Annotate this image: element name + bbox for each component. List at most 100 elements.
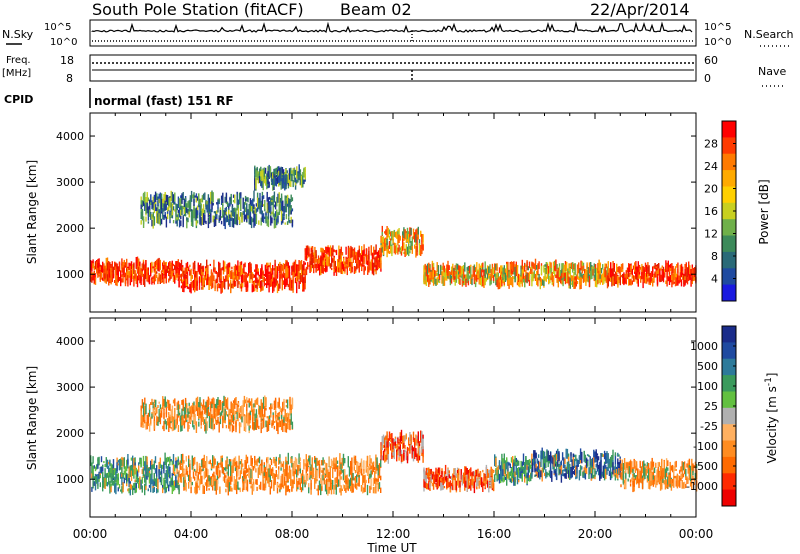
velocity-scatter-cell xyxy=(169,456,171,464)
velocity-scatter-cell xyxy=(183,460,185,464)
power-scatter-cell xyxy=(429,270,431,279)
power-scatter-cell xyxy=(269,262,271,270)
velocity-scatter-cell xyxy=(466,468,468,475)
power-scatter-cell xyxy=(317,259,320,271)
power-scatter-cell xyxy=(271,217,273,224)
power-scatter-cell xyxy=(676,277,678,286)
velocity-scatter-cell xyxy=(512,469,514,479)
velocity-scatter-cell xyxy=(422,437,424,450)
velocity-scatter-cell xyxy=(134,462,136,475)
power-scatter-cell xyxy=(396,245,398,253)
power-scatter-cell xyxy=(515,265,517,277)
velocity-scatter-cell xyxy=(426,470,429,473)
power-scatter-cell xyxy=(179,274,181,278)
power-scatter-cell xyxy=(399,235,401,241)
power-scatter-cell xyxy=(136,266,139,272)
power-scatter-cell xyxy=(594,264,597,272)
power-scatter-cell xyxy=(269,279,271,287)
power-scatter-cell xyxy=(285,174,287,186)
power-scatter-cell xyxy=(297,277,299,282)
velocity-scatter-cell xyxy=(465,476,467,482)
velocity-scatter-cell xyxy=(225,481,227,487)
velocity-scatter-cell xyxy=(257,458,259,463)
power-scatter-cell xyxy=(245,274,247,283)
power-scatter-cell xyxy=(157,205,159,214)
velocity-scatter-cell xyxy=(321,474,323,487)
power-scatter-cell xyxy=(533,263,535,270)
power-scatter-cell xyxy=(349,267,351,271)
velocity-scatter-cell xyxy=(370,470,372,478)
power-scatter-cell xyxy=(193,205,195,213)
power-scatter-cell xyxy=(263,277,265,285)
velocity-scatter-cell xyxy=(466,477,468,483)
velocity-scatter-cell xyxy=(555,473,558,481)
power-scatter-cell xyxy=(365,255,368,265)
velocity-scatter-cell xyxy=(435,467,437,479)
velocity-scatter-cell xyxy=(251,463,253,469)
power-scatter-cell xyxy=(510,265,513,274)
power-scatter-cell xyxy=(115,266,117,278)
velocity-scatter-cell xyxy=(133,469,135,477)
velocity-scatter-cell xyxy=(509,463,511,468)
velocity-scatter-cell xyxy=(268,476,270,487)
velocity-scatter-cell xyxy=(391,433,393,443)
velocity-scatter-cell xyxy=(342,484,345,489)
power-scatter-cell xyxy=(364,254,366,257)
velocity-scatter-cell xyxy=(270,468,273,476)
power-scatter-cell xyxy=(340,247,342,254)
velocity-scatter-cell xyxy=(478,473,480,477)
power-scatter-cell xyxy=(163,194,165,199)
power-scatter-cell xyxy=(431,263,434,273)
velocity-scatter-cell xyxy=(128,477,130,482)
power-scatter-cell xyxy=(449,271,452,275)
power-scatter-cell xyxy=(172,220,175,224)
velocity-scatter-cell xyxy=(153,473,155,482)
velocity-scatter-cell xyxy=(506,474,508,486)
velocity-scatter-cell xyxy=(516,475,519,485)
power-scatter-cell xyxy=(140,220,142,225)
power-scatter-cell xyxy=(115,272,117,285)
power-scatter-cell xyxy=(97,267,99,278)
velocity-scatter-cell xyxy=(454,483,456,488)
velocity-scatter-cell xyxy=(515,465,517,474)
velocity-scatter-cell xyxy=(503,475,505,482)
power-scatter-cell xyxy=(323,250,326,256)
velocity-scatter-cell xyxy=(345,475,347,484)
power-scatter-cell xyxy=(406,246,409,255)
velocity-scatter-cell xyxy=(486,469,489,479)
power-scatter-cell xyxy=(326,246,328,255)
power-scatter-cell xyxy=(276,219,278,226)
velocity-scatter-cell xyxy=(450,475,453,480)
velocity-scatter-cell xyxy=(441,470,443,478)
velocity-scatter-cell xyxy=(432,481,435,490)
velocity-scatter-cell xyxy=(527,475,529,482)
velocity-scatter-cell xyxy=(402,442,404,450)
power-scatter-cell xyxy=(275,180,278,187)
power-scatter-cell xyxy=(146,208,148,211)
power-scatter-cell xyxy=(206,275,208,286)
power-scatter-cell xyxy=(600,267,603,274)
velocity-scatter-cell xyxy=(240,468,243,475)
velocity-scatter-cell xyxy=(152,464,154,469)
velocity-scatter-cell xyxy=(191,481,193,486)
velocity-scatter-cell xyxy=(292,466,294,477)
power-scatter-cell xyxy=(568,265,570,275)
power-scatter-cell xyxy=(672,265,674,274)
velocity-scatter-cell xyxy=(524,470,526,475)
power-scatter-cell xyxy=(671,273,673,281)
velocity-scatter-cell xyxy=(298,479,300,485)
power-scatter-cell xyxy=(637,261,639,273)
power-scatter-cell xyxy=(267,197,270,205)
velocity-scatter-cell xyxy=(308,458,310,462)
velocity-scatter-cell xyxy=(311,463,313,472)
velocity-scatter-cell xyxy=(93,481,95,486)
velocity-scatter-cell xyxy=(251,483,253,495)
velocity-scatter-cell xyxy=(117,487,119,492)
power-scatter-cell xyxy=(163,276,165,284)
power-scatter-cell xyxy=(503,275,505,287)
velocity-scatter-cell xyxy=(354,477,357,484)
power-scatter-cell xyxy=(223,215,225,226)
velocity-scatter-cell xyxy=(128,487,130,494)
power-scatter-cell xyxy=(121,274,123,278)
power-scatter-cell xyxy=(273,277,275,287)
